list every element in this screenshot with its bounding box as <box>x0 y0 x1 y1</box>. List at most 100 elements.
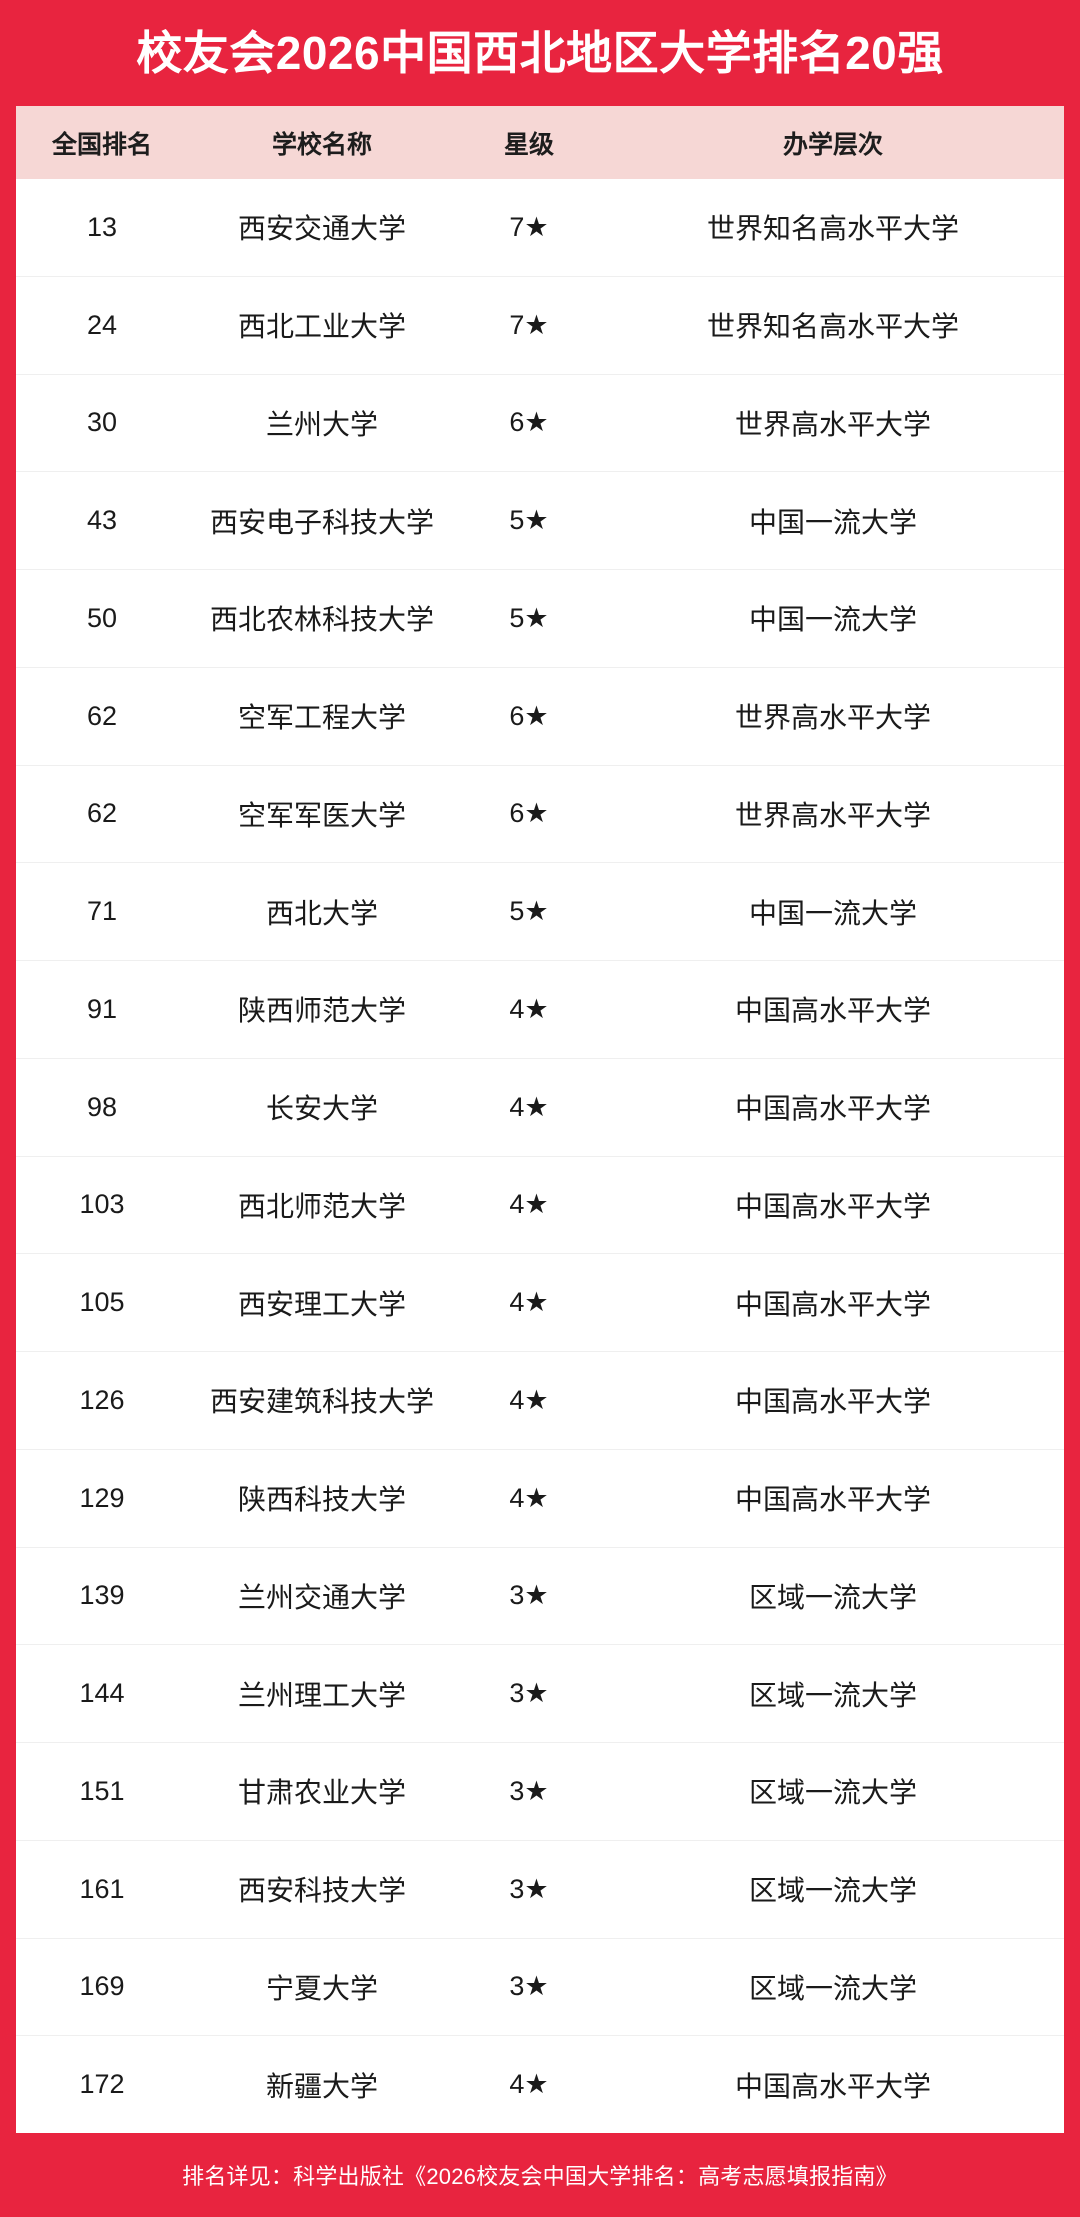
cell-rank: 169 <box>79 1971 125 2002</box>
table-row: 24 西北工业大学 7★ 世界知名高水平大学 <box>16 275 1064 374</box>
cell-level: 中国一流大学 <box>748 506 917 538</box>
cell-stars: 4★ <box>509 1482 549 1513</box>
column-header-rank: 全国排名 <box>51 130 152 159</box>
cell-level: 中国一流大学 <box>748 604 917 636</box>
cell-stars: 6★ <box>509 700 549 731</box>
cell-stars: 6★ <box>509 407 549 438</box>
column-header-name: 学校名称 <box>271 130 372 159</box>
cell-rank: 139 <box>79 1580 125 1611</box>
cell-rank: 30 <box>86 407 118 438</box>
cell-rank: 62 <box>86 798 118 829</box>
cell-level: 世界知名高水平大学 <box>706 213 959 245</box>
cell-level: 中国高水平大学 <box>734 995 931 1027</box>
cell-level: 中国一流大学 <box>748 897 917 929</box>
cell-stars: 3★ <box>509 1873 549 1904</box>
cell-stars: 4★ <box>509 1189 549 1220</box>
cell-stars: 7★ <box>509 309 549 340</box>
cell-level: 中国高水平大学 <box>734 1288 931 1320</box>
cell-level: 世界知名高水平大学 <box>706 311 959 343</box>
table-row: 71 西北大学 5★ 中国一流大学 <box>16 862 1064 960</box>
cell-stars: 5★ <box>509 896 549 927</box>
cell-rank: 98 <box>86 1091 118 1122</box>
cell-name: 空军工程大学 <box>237 702 406 734</box>
cell-name: 西安建筑科技大学 <box>209 1386 434 1418</box>
cell-level: 区域一流大学 <box>748 1581 917 1613</box>
cell-name: 西安交通大学 <box>237 213 406 245</box>
cell-rank: 24 <box>86 309 118 340</box>
table-row: 144 兰州理工大学 3★ 区域一流大学 <box>16 1644 1064 1742</box>
cell-stars: 3★ <box>509 1678 549 1709</box>
cell-rank: 151 <box>79 1775 125 1806</box>
page-title: 校友会2026中国西北地区大学排名20强 <box>136 27 944 79</box>
cell-level: 世界高水平大学 <box>734 408 931 440</box>
cell-name: 宁夏大学 <box>265 1972 378 2004</box>
table-row: 50 西北农林科技大学 5★ 中国一流大学 <box>16 569 1064 667</box>
table-row: 151 甘肃农业大学 3★ 区域一流大学 <box>16 1742 1064 1840</box>
cell-name: 西北农林科技大学 <box>209 604 434 636</box>
table-row: 161 西安科技大学 3★ 区域一流大学 <box>16 1839 1064 1938</box>
cell-rank: 129 <box>79 1482 125 1513</box>
cell-stars: 4★ <box>509 1287 549 1318</box>
cell-stars: 3★ <box>509 1971 549 2002</box>
table-header-row: 全国排名 学校名称 星级 办学层次 <box>16 106 1064 179</box>
cell-stars: 3★ <box>509 1775 549 1806</box>
source-note: 排名详见：科学出版社《2026校友会中国大学排名：高考志愿填报指南》 <box>182 2164 898 2189</box>
title-banner: 校友会2026中国西北地区大学排名20强 <box>16 0 1064 106</box>
table-row: 126 西安建筑科技大学 4★ 中国高水平大学 <box>16 1351 1064 1449</box>
table-row: 103 西北师范大学 4★ 中国高水平大学 <box>16 1155 1064 1254</box>
cell-level: 中国高水平大学 <box>734 1093 931 1125</box>
cell-level: 区域一流大学 <box>748 1972 917 2004</box>
table-row: 62 空军工程大学 6★ 世界高水平大学 <box>16 666 1064 765</box>
cell-level: 中国高水平大学 <box>734 1386 931 1418</box>
cell-name: 空军军医大学 <box>237 799 406 831</box>
cell-name: 长安大学 <box>265 1093 378 1125</box>
cell-stars: 4★ <box>509 1384 549 1415</box>
cell-stars: 7★ <box>509 211 549 242</box>
table-row: 139 兰州交通大学 3★ 区域一流大学 <box>16 1546 1064 1645</box>
table-row: 13 西安交通大学 7★ 世界知名高水平大学 <box>16 179 1064 276</box>
cell-rank: 144 <box>79 1678 125 1709</box>
cell-rank: 172 <box>79 2069 125 2100</box>
cell-rank: 50 <box>86 602 118 633</box>
cell-rank: 43 <box>86 505 118 536</box>
table-row: 91 陕西师范大学 4★ 中国高水平大学 <box>16 960 1064 1058</box>
column-header-stars: 星级 <box>503 130 554 159</box>
cell-stars: 3★ <box>509 1580 549 1611</box>
cell-name: 西北工业大学 <box>237 311 406 343</box>
cell-name: 兰州大学 <box>265 408 378 440</box>
footer-banner: 排名详见：科学出版社《2026校友会中国大学排名：高考志愿填报指南》 <box>16 2133 1064 2217</box>
cell-level: 中国高水平大学 <box>734 2070 931 2102</box>
cell-name: 西北大学 <box>265 897 378 929</box>
cell-stars: 5★ <box>509 602 549 633</box>
cell-rank: 103 <box>79 1189 125 1220</box>
cell-level: 中国高水平大学 <box>734 1484 931 1516</box>
ranking-table: 全国排名 学校名称 星级 办学层次 13 西安交通大学 7★ 世界知名高水平大学… <box>16 106 1064 2133</box>
cell-name: 西安科技大学 <box>237 1875 406 1907</box>
table-row: 169 宁夏大学 3★ 区域一流大学 <box>16 1937 1064 2036</box>
cell-stars: 5★ <box>509 505 549 536</box>
cell-level: 区域一流大学 <box>748 1679 917 1711</box>
cell-name: 陕西科技大学 <box>237 1484 406 1516</box>
cell-name: 西北师范大学 <box>237 1190 406 1222</box>
cell-level: 区域一流大学 <box>748 1777 917 1809</box>
cell-rank: 126 <box>79 1384 125 1415</box>
table-row: 172 新疆大学 4★ 中国高水平大学 <box>16 2035 1064 2133</box>
cell-name: 西安理工大学 <box>237 1288 406 1320</box>
cell-stars: 6★ <box>509 798 549 829</box>
cell-name: 陕西师范大学 <box>237 995 406 1027</box>
column-header-level: 办学层次 <box>782 130 883 159</box>
table-row: 62 空军军医大学 6★ 世界高水平大学 <box>16 764 1064 863</box>
cell-name: 甘肃农业大学 <box>237 1777 406 1809</box>
cell-level: 区域一流大学 <box>748 1875 917 1907</box>
table-row: 98 长安大学 4★ 中国高水平大学 <box>16 1057 1064 1156</box>
cell-rank: 13 <box>86 211 118 242</box>
table-row: 129 陕西科技大学 4★ 中国高水平大学 <box>16 1448 1064 1547</box>
table-row: 30 兰州大学 6★ 世界高水平大学 <box>16 373 1064 472</box>
cell-rank: 105 <box>79 1287 125 1318</box>
cell-stars: 4★ <box>509 1091 549 1122</box>
cell-rank: 71 <box>86 896 118 927</box>
cell-name: 新疆大学 <box>265 2070 378 2102</box>
cell-level: 世界高水平大学 <box>734 702 931 734</box>
cell-rank: 161 <box>79 1873 125 1904</box>
